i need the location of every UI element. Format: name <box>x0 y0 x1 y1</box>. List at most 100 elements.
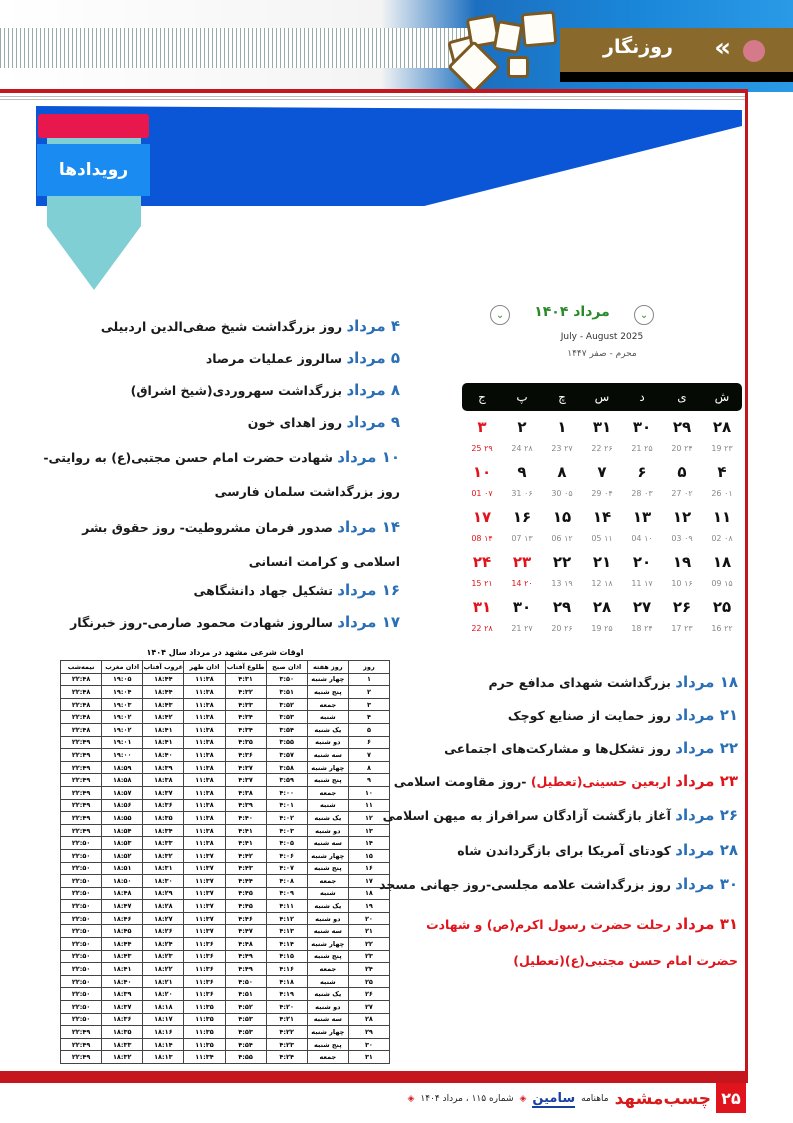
calendar-day[interactable]: ۳۱ ۲۸ 22 <box>462 598 502 643</box>
calendar-day[interactable]: ۲۰ ۱۷ 11 <box>622 553 662 598</box>
table-cell: ۲۷ <box>347 1000 391 1014</box>
day-number: ۳۱ <box>592 418 612 436</box>
calendar-day[interactable]: ۱۵ ۱۲ 06 <box>542 508 582 553</box>
calendar-day[interactable]: ۲۹ ۲۴ 20 <box>662 418 702 463</box>
calendar-day[interactable]: ۷ ۰۴ 29 <box>582 463 622 508</box>
calendar-day[interactable]: ۹ ۰۶ 31 <box>502 463 542 508</box>
table-cell: یک شنبه <box>306 899 349 913</box>
table-cell: ۴:۵۱ <box>224 987 267 1002</box>
table-row: ۱ چهار شنبه ۳:۵۰ ۴:۳۱ ۱۱:۳۸ ۱۸:۴۴ ۱۹:۰۵ ۲۲:۴۸ <box>59 672 391 687</box>
calendar-day[interactable]: ۳۰ ۲۷ 21 <box>502 598 542 643</box>
table-cell: ۴:۵۴ <box>224 1037 267 1052</box>
calendar-day[interactable]: ۲۸ ۲۳ 19 <box>702 418 742 463</box>
day-secondary: ۱۱ 05 <box>591 534 613 543</box>
table-cell: ۱۱:۳۸ <box>183 836 226 850</box>
table-cell: ۱۱:۳۷ <box>183 911 226 926</box>
next-month-button[interactable]: ⌄ <box>634 305 654 325</box>
table-cell: ۱ <box>347 672 391 687</box>
table-cell: ۴:۰۷ <box>265 861 308 876</box>
table-cell: ۱۸:۲۴ <box>142 937 185 951</box>
calendar-day[interactable]: ۲۲ ۱۹ 13 <box>542 553 582 598</box>
table-cell: ۱۸:۳۸ <box>142 773 185 787</box>
table-cell: ۴:۴۹ <box>224 949 267 964</box>
day-secondary: ۲۶ 22 <box>591 444 613 453</box>
prev-month-button[interactable]: ⌄ <box>490 305 510 325</box>
calendar-day[interactable]: ۲۱ ۱۸ 12 <box>582 553 622 598</box>
page-header: روزنگار « <box>0 0 793 94</box>
weekday-label: ج <box>478 390 486 404</box>
table-cell: ۱۸:۳۱ <box>142 861 185 876</box>
calendar-day[interactable]: ۲۷ ۲۴ 18 <box>622 598 662 643</box>
table-cell: ۱۴ <box>347 836 391 850</box>
column-header: اذان مغرب <box>101 660 144 674</box>
table-cell: ۴:۰۳ <box>265 823 308 838</box>
day-secondary: ۲۸ 24 <box>511 444 533 453</box>
table-cell: ۴:۴۱ <box>224 823 267 838</box>
calendar-day[interactable]: ۵ ۰۲ 27 <box>662 463 702 508</box>
calendar-day[interactable]: ۳ ۲۹ 25 <box>462 418 502 463</box>
calendar-day[interactable]: ۶ ۰۳ 28 <box>622 463 662 508</box>
calendar-day[interactable]: ۸ ۰۵ 30 <box>542 463 582 508</box>
table-cell: ۱۸:۴۳ <box>142 697 185 712</box>
calendar-day[interactable]: ۱۱ ۰۸ 02 <box>702 508 742 553</box>
table-cell: ۱۱:۳۸ <box>183 798 226 813</box>
calendar-day[interactable]: ۳۱ ۲۶ 22 <box>582 418 622 463</box>
table-cell: ۲۲:۴۹ <box>59 785 103 800</box>
table-cell: ۱۸:۳۹ <box>142 760 185 775</box>
table-row: ۱۲ یک شنبه ۴:۰۲ ۴:۴۰ ۱۱:۳۸ ۱۸:۳۵ ۱۸:۵۵ ۲۲:۴۹ <box>59 811 391 825</box>
calendar-day[interactable]: ۲ ۲۸ 24 <box>502 418 542 463</box>
calendar-day[interactable]: ۲۴ ۲۱ 15 <box>462 553 502 598</box>
table-cell: ۱۱:۳۴ <box>183 1050 226 1064</box>
event-text: روز تشکل‌ها و مشارکت‌های اجتماعی <box>444 741 671 756</box>
table-cell: ۴:۴۲ <box>224 848 267 863</box>
table-cell: چهار شنبه <box>306 1025 349 1039</box>
table-row: ۲ پنج شنبه ۳:۵۱ ۴:۳۲ ۱۱:۳۸ ۱۸:۴۴ ۱۹:۰۴ ۲۲:۴۸ <box>59 685 391 699</box>
table-cell: ۱۱:۳۵ <box>183 1000 226 1014</box>
table-cell: ۴:۱۵ <box>265 949 308 964</box>
calendar-day[interactable]: ۱۳ ۱۰ 04 <box>622 508 662 553</box>
table-cell: ۲۲:۵۰ <box>59 987 103 1002</box>
day-number: ۱۶ <box>512 508 532 526</box>
table-cell: ۴:۱۹ <box>265 987 308 1002</box>
event-text: صدور فرمان مشروطیت- روز حقوق بشر اسلامی … <box>82 520 400 569</box>
calendar-day[interactable]: ۱۲ ۰۹ 03 <box>662 508 702 553</box>
table-cell: ۱۹:۰۱ <box>101 735 144 750</box>
calendar-day[interactable]: ۲۳ ۲۰ 14 <box>502 553 542 598</box>
table-cell: ۵ <box>347 722 391 737</box>
calendar-day[interactable]: ۱۹ ۱۶ 10 <box>662 553 702 598</box>
calendar-day[interactable]: ۱۷ ۱۴ 08 <box>462 508 502 553</box>
event-item: ۲۲ مرداد روز تشکل‌ها و مشارکت‌های اجتماع… <box>444 738 738 759</box>
table-cell: جمعه <box>306 785 349 800</box>
table-cell: ۲۲:۵۰ <box>59 861 103 876</box>
table-cell: چهار شنبه <box>306 937 349 951</box>
calendar-day[interactable]: ۱۰ ۰۷ 01 <box>462 463 502 508</box>
table-cell: ۳:۵۱ <box>265 685 308 699</box>
event-item: ۳۱ مرداد رحلت حضرت رسول اکرم(ص) و شهادت … <box>393 906 738 979</box>
table-row: ۷ سه شنبه ۳:۵۷ ۴:۳۶ ۱۱:۳۸ ۱۸:۴۰ ۱۹:۰۰ ۲۲:۴۹ <box>59 748 391 762</box>
table-cell: ۱۱:۳۵ <box>183 1012 226 1027</box>
weekday-label: د <box>639 390 645 404</box>
calendar-day[interactable]: ۴ ۰۱ 26 <box>702 463 742 508</box>
day-number: ۸ <box>557 463 567 481</box>
table-cell: ۲۲:۴۹ <box>59 760 103 775</box>
calendar-day[interactable]: ۱۶ ۱۳ 07 <box>502 508 542 553</box>
calendar-day[interactable]: ۲۶ ۲۳ 17 <box>662 598 702 643</box>
event-date: ۳۱ مرداد <box>675 915 738 933</box>
calendar-day[interactable]: ۱ ۲۷ 23 <box>542 418 582 463</box>
table-cell: ۳:۵۰ <box>265 672 308 687</box>
table-cell: پنج شنبه <box>306 773 349 787</box>
table-cell: ۱۸:۳۳ <box>101 1037 144 1052</box>
calendar-day[interactable]: ۲۵ ۲۲ 16 <box>702 598 742 643</box>
calendar-day[interactable]: ۱۴ ۱۱ 05 <box>582 508 622 553</box>
calendar-day[interactable]: ۳۰ ۲۵ 21 <box>622 418 662 463</box>
column-header: روز <box>347 660 391 674</box>
day-number: ۲۸ <box>712 418 732 436</box>
calendar-day[interactable]: ۱۸ ۱۵ 09 <box>702 553 742 598</box>
calendar-day[interactable]: ۲۸ ۲۵ 19 <box>582 598 622 643</box>
weekday-label: چ <box>558 390 566 404</box>
table-cell: ۱۱:۳۶ <box>183 987 226 1002</box>
day-secondary: ۰۳ 28 <box>631 489 653 498</box>
day-secondary: ۲۴ 18 <box>631 624 653 633</box>
calendar-day[interactable]: ۲۹ ۲۶ 20 <box>542 598 582 643</box>
table-cell: ۲۸ <box>347 1012 391 1027</box>
